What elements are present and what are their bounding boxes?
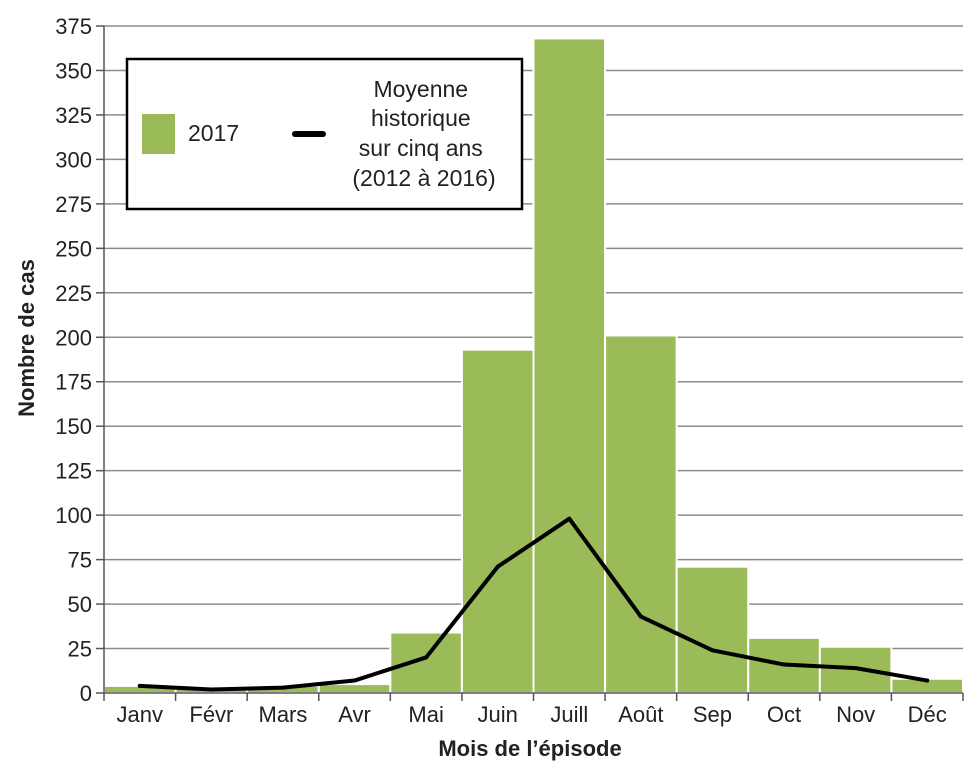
bar-Juill xyxy=(532,37,607,694)
legend-label-historical-average: Moyenne historique sur cinq ans (2012 à … xyxy=(352,76,495,191)
x-tick-label-Janv: Janv xyxy=(117,702,163,727)
historical-average-point-Déc xyxy=(925,678,930,683)
historical-average-point-Mars xyxy=(280,685,285,690)
x-tick-label-Mars: Mars xyxy=(259,702,308,727)
y-tick-label-50: 50 xyxy=(68,592,92,617)
x-tick-label-Oct: Oct xyxy=(767,702,801,727)
historical-average-point-Sep xyxy=(710,648,715,653)
bar-Avr xyxy=(317,683,392,695)
legend-swatch-2017 xyxy=(142,114,175,154)
legend-line-label-3: sur cinq ans xyxy=(359,135,483,161)
x-tick-label-Juill: Juill xyxy=(550,702,588,727)
y-tick-label-0: 0 xyxy=(80,681,92,706)
bar-Mai xyxy=(389,631,463,694)
y-tick-label-275: 275 xyxy=(55,192,92,217)
y-tick-labels: 0 25 50 75 100 125 150 175 200 225 250 275 300 325 350… xyxy=(55,14,104,706)
y-tick-label-225: 225 xyxy=(55,281,92,306)
y-tick-label-325: 325 xyxy=(55,103,92,128)
historical-average-point-Janv xyxy=(137,683,142,688)
x-tick-labels: Janv Févr Mars Avr Mai Juin Juill Août Sep Oct Nov… xyxy=(103,693,964,727)
x-tick-label-Avr: Avr xyxy=(338,702,371,727)
historical-average-point-Juill xyxy=(567,516,572,521)
historical-average-point-Oct xyxy=(782,662,787,667)
legend: 2017 Moyenne historique sur cinq ans (20… xyxy=(125,57,524,211)
legend-line-label-1: Moyenne xyxy=(373,76,468,102)
x-tick-label-Nov: Nov xyxy=(836,702,875,727)
y-tick-label-25: 25 xyxy=(68,637,92,662)
y-tick-label-100: 100 xyxy=(55,503,92,528)
legend-line-label-2: historique xyxy=(371,105,471,131)
y-tick-label-375: 375 xyxy=(55,14,92,39)
y-tick-label-350: 350 xyxy=(55,58,92,83)
historical-average-point-Août xyxy=(638,614,643,619)
x-tick-label-Févr: Févr xyxy=(189,702,233,727)
x-axis-label: Mois de l’épisode xyxy=(438,736,621,761)
x-tick-label-Mai: Mai xyxy=(408,702,443,727)
bar-Août xyxy=(604,334,678,694)
x-tick-label-Déc: Déc xyxy=(908,702,947,727)
historical-average-line xyxy=(137,516,930,692)
y-tick-label-200: 200 xyxy=(55,325,92,350)
x-tick-label-Juin: Juin xyxy=(478,702,518,727)
legend-line-label-4: (2012 à 2016) xyxy=(352,165,495,191)
y-tick-label-150: 150 xyxy=(55,414,92,439)
y-tick-label-175: 175 xyxy=(55,370,92,395)
x-tick-label-Sep: Sep xyxy=(693,702,732,727)
historical-average-line-group xyxy=(137,516,930,692)
y-tick-label-125: 125 xyxy=(55,459,92,484)
y-axis-label: Nombre de cas xyxy=(14,259,39,417)
historical-average-point-Juin xyxy=(495,564,500,569)
x-tick-label-Août: Août xyxy=(618,702,663,727)
historical-average-point-Avr xyxy=(352,678,357,683)
historical-average-point-Févr xyxy=(209,687,214,692)
y-tick-label-250: 250 xyxy=(55,236,92,261)
y-tick-label-300: 300 xyxy=(55,147,92,172)
bar-Sep xyxy=(675,565,750,694)
y-tick-label-75: 75 xyxy=(68,548,92,573)
bar-Juin xyxy=(460,348,535,694)
legend-label-2017: 2017 xyxy=(188,120,239,146)
historical-average-point-Mai xyxy=(424,655,429,660)
historical-average-point-Nov xyxy=(853,666,858,671)
